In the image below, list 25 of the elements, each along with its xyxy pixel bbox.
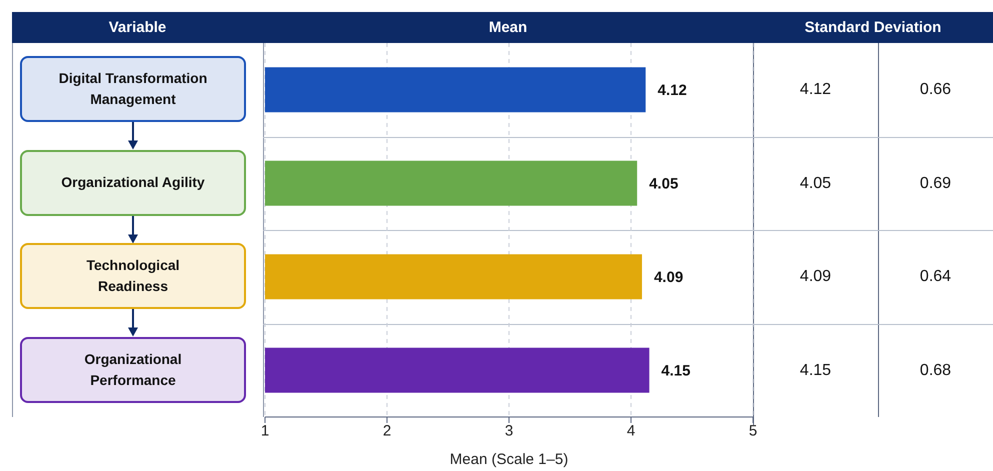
text: Variable: [108, 18, 168, 38]
text: 4.12: [798, 80, 832, 100]
chart-title: Mean: [488, 18, 528, 38]
y-tick-label: Digital Transformation Management: [20, 56, 246, 122]
y-tick-label: Organizational Agility: [20, 150, 246, 216]
text: 0.68: [918, 360, 952, 380]
data-label: 4.05: [649, 176, 678, 193]
data-label: 4.09: [654, 269, 684, 286]
y-tick-label: Organizational Performance: [20, 336, 246, 402]
x-tick-label: 3: [504, 422, 514, 440]
text: 0.69: [918, 174, 952, 194]
x-tick-label: 4: [626, 422, 636, 440]
data-label: 4.12: [658, 82, 687, 100]
text: 0.64: [918, 267, 952, 287]
text: 4.15: [798, 360, 832, 380]
x-tick-label: 5: [748, 422, 758, 440]
data-label: 4.15: [661, 362, 691, 380]
text: 4.05: [798, 174, 832, 194]
x-tick-label: 2: [382, 422, 392, 440]
text: 4.09: [798, 267, 832, 287]
y-tick-label: Technological Readiness: [20, 243, 246, 309]
x-axis-title: Mean (Scale 1–5): [448, 451, 570, 468]
text: Standard Deviation: [804, 18, 942, 38]
text: 0.66: [918, 80, 952, 100]
x-tick-label: 1: [260, 422, 270, 440]
